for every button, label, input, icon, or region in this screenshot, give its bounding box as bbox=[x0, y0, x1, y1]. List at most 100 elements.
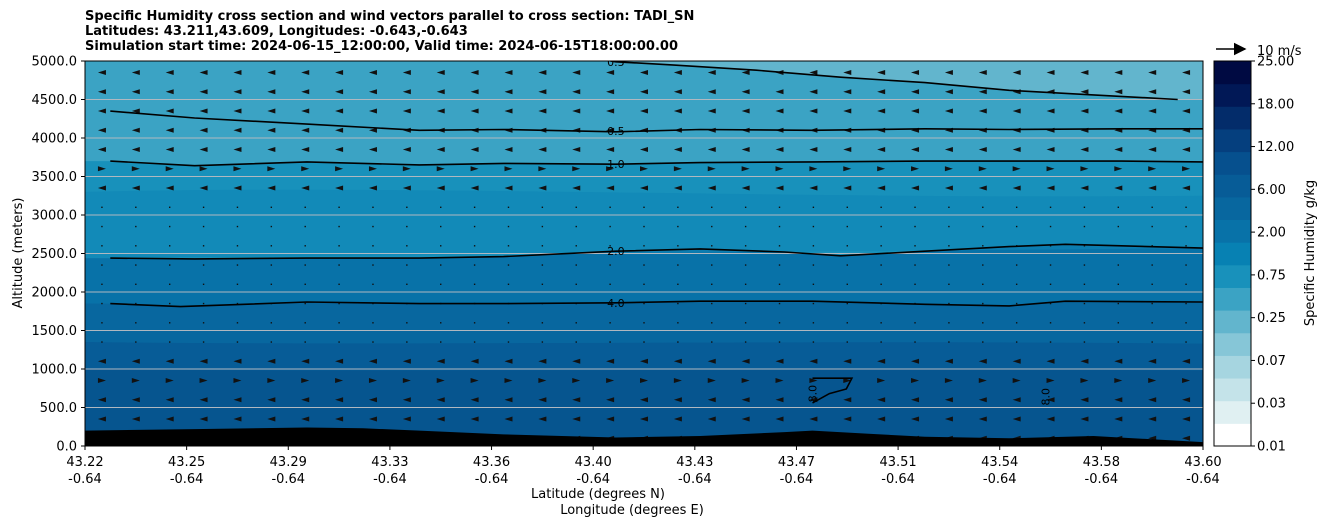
wind-vector bbox=[267, 166, 276, 172]
wind-vector bbox=[778, 283, 781, 285]
wind-vector bbox=[944, 185, 953, 191]
colorbar-segment bbox=[1214, 287, 1251, 311]
wind-vector bbox=[368, 358, 377, 364]
wind-vector bbox=[948, 322, 950, 324]
wind-vector bbox=[572, 185, 581, 191]
wind-vector bbox=[640, 416, 648, 422]
wind-vector bbox=[640, 358, 648, 364]
wind-vector bbox=[1148, 70, 1157, 76]
wind-vector bbox=[843, 108, 852, 114]
wind-vector bbox=[1148, 397, 1157, 403]
chart-title: Specific Humidity cross section and wind… bbox=[85, 9, 694, 54]
colorbar-segment bbox=[1214, 264, 1251, 288]
wind-vector bbox=[1015, 264, 1018, 266]
wind-vector bbox=[372, 283, 374, 285]
wind-vector bbox=[1015, 283, 1018, 285]
wind-vector bbox=[301, 70, 310, 76]
wind-vector bbox=[368, 70, 377, 76]
wind-vector bbox=[744, 341, 747, 343]
y-tick-label: 4000.0 bbox=[32, 132, 78, 147]
wind-vector bbox=[812, 341, 815, 343]
wind-vector bbox=[168, 225, 171, 228]
wind-vector bbox=[507, 283, 510, 285]
wind-vector bbox=[778, 302, 781, 305]
wind-vector bbox=[165, 147, 174, 153]
wind-vector bbox=[575, 206, 577, 208]
wind-vector bbox=[301, 416, 310, 422]
wind-vector bbox=[572, 378, 581, 384]
colorbar-segment bbox=[1214, 332, 1251, 356]
wind-vector bbox=[640, 89, 648, 95]
wind-vector bbox=[436, 70, 445, 76]
wind-vector bbox=[1080, 166, 1089, 172]
wind-vector bbox=[673, 70, 682, 76]
wind-vector bbox=[572, 89, 581, 95]
wind-vector bbox=[538, 416, 547, 422]
band-0-5-upper bbox=[610, 61, 1203, 100]
wind-vector bbox=[135, 225, 137, 228]
wind-vector bbox=[338, 206, 340, 208]
title-line-1: Specific Humidity cross section and wind… bbox=[85, 9, 695, 24]
wind-vector bbox=[440, 225, 442, 228]
wind-vector bbox=[609, 264, 611, 266]
wind-vector bbox=[368, 108, 377, 114]
wind-vector bbox=[741, 70, 750, 76]
wind-vector bbox=[335, 166, 344, 172]
colorbar-frame bbox=[1213, 60, 1252, 447]
x-axis-label-longitude: Longitude (degrees E) bbox=[560, 503, 704, 518]
wind-vector bbox=[744, 322, 747, 324]
wind-vector bbox=[135, 322, 137, 324]
wind-vector bbox=[199, 378, 208, 384]
wind-vector bbox=[880, 341, 882, 343]
wind-vector bbox=[880, 206, 882, 208]
wind-vector bbox=[1049, 225, 1052, 228]
wind-vector bbox=[338, 322, 340, 324]
wind-vector bbox=[97, 70, 106, 76]
wind-vector bbox=[812, 206, 815, 208]
wind-vector bbox=[572, 70, 581, 76]
wind-vector bbox=[335, 127, 344, 133]
wind-vector bbox=[368, 378, 377, 384]
wind-vector bbox=[335, 147, 344, 153]
wind-vector bbox=[406, 225, 408, 228]
wind-vector bbox=[199, 147, 208, 153]
wind-vector bbox=[572, 166, 581, 172]
wind-vector bbox=[1080, 416, 1089, 422]
wind-vector bbox=[97, 127, 106, 133]
wind-vector bbox=[711, 283, 713, 285]
wind-vector bbox=[236, 322, 239, 324]
wind-vector bbox=[1114, 397, 1123, 403]
wind-vector bbox=[606, 416, 615, 422]
wind-vector bbox=[914, 264, 916, 266]
wind-vector bbox=[741, 397, 750, 403]
wind-vector bbox=[809, 416, 818, 422]
wind-vector bbox=[236, 206, 239, 208]
wind-vector bbox=[97, 166, 106, 172]
wind-vector bbox=[1015, 225, 1018, 228]
wind-vector bbox=[948, 225, 950, 228]
wind-vector bbox=[640, 70, 648, 76]
wind-vector bbox=[233, 358, 242, 364]
wind-vector bbox=[1012, 185, 1021, 191]
wind-vector bbox=[982, 245, 984, 247]
wind-vector bbox=[1148, 166, 1157, 172]
colorbar-tick-label: 0.01 bbox=[1257, 440, 1286, 455]
wind-vector bbox=[165, 89, 174, 95]
wind-vector bbox=[978, 397, 987, 403]
wind-vector bbox=[1151, 264, 1153, 266]
wind-vector bbox=[1148, 185, 1157, 191]
wind-vector bbox=[1049, 245, 1052, 247]
wind-vector bbox=[470, 397, 479, 403]
wind-vector bbox=[778, 264, 781, 266]
wind-vector bbox=[572, 416, 581, 422]
wind-vector bbox=[335, 108, 344, 114]
wind-vector bbox=[1117, 225, 1120, 228]
x-tick-label-longitude: -0.64 bbox=[271, 472, 305, 487]
wind-vector bbox=[914, 245, 916, 247]
wind-vector bbox=[402, 416, 411, 422]
wind-vector bbox=[812, 322, 815, 324]
wind-vector bbox=[1114, 147, 1123, 153]
wind-vector bbox=[606, 358, 615, 364]
wind-vector bbox=[911, 358, 920, 364]
wind-vector bbox=[1046, 416, 1055, 422]
